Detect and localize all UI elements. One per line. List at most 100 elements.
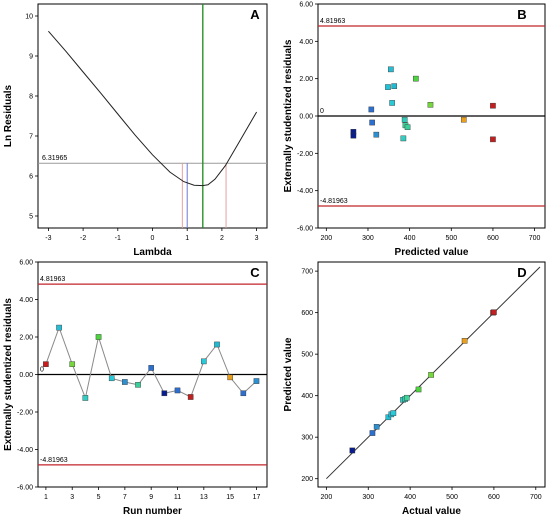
panel-a-ci-threshold-label: 6.31965 (42, 155, 67, 162)
panel-c-data-point (201, 358, 207, 365)
panel-d-data-point (403, 394, 410, 401)
panel-c-y-tick-label: 0.00 (19, 372, 33, 379)
panel-c-data-point (82, 395, 89, 401)
panel-a-x-tick-label: 2 (220, 235, 224, 242)
panel-b-data-point (373, 131, 380, 138)
panel-c-data-point (108, 375, 115, 382)
panel-b-x-tick-label: 200 (320, 235, 332, 242)
panel-c-zero-label: 0 (40, 367, 44, 374)
panel-c-letter: C (250, 265, 260, 280)
panel-c-x-tick-label: 5 (97, 494, 101, 501)
panel-d-x-tick-label: 500 (446, 494, 458, 501)
panel-d-y-tick-label: 700 (301, 269, 313, 276)
panel-c-y-tick-label: -2.00 (17, 410, 33, 417)
panel-c-x-tick-label: 3 (70, 494, 74, 501)
panel-d-y-tick-label: 500 (301, 352, 313, 359)
panel-b-x-tick-label: 600 (487, 235, 499, 242)
panel-b-data-point (388, 66, 394, 73)
panel-c-data-point (161, 390, 168, 397)
panel-c-data-point (122, 379, 128, 385)
panel-b-data-point (350, 132, 357, 139)
panel-b-y-tick-label: 6.00 (299, 2, 313, 9)
panel-a-x-tick-label: -3 (45, 235, 51, 242)
panel-c-x-tick-label: 7 (123, 494, 127, 501)
panel-c-x-tick-label: 13 (200, 494, 208, 501)
panel-c-y-tick-label: 2.00 (19, 335, 33, 342)
panel-c-y-tick-label: 4.00 (19, 297, 33, 304)
panel-a-y-tick-label: 7 (29, 134, 33, 141)
panel-a-y-tick-label: 6 (29, 174, 33, 181)
panel-c-data-point (227, 374, 233, 381)
panel-a-x-tick-label: 1 (185, 235, 189, 242)
panel-c-y-tick-label: -6.00 (17, 485, 33, 492)
panel-b-data-point (401, 116, 408, 123)
panel-b-x-tick-label: 700 (529, 235, 541, 242)
panel-b-x-tick-label: 300 (362, 235, 374, 242)
panel-b-data-point (391, 83, 398, 89)
panel-b-data-point (385, 84, 391, 90)
panel-a-y-tick-label: 10 (25, 14, 33, 21)
panel-d-y-tick-label: 200 (301, 476, 313, 483)
panel-d-y-tick-label: 400 (301, 393, 313, 400)
panel-d-data-point (491, 309, 497, 316)
panel-a-residual-curve (48, 30, 258, 187)
panel-d-x-tick-label: 600 (488, 494, 500, 501)
panel-d-data-point (349, 447, 356, 454)
panel-b-y-tick-label: 0.00 (299, 114, 313, 121)
panel-a-y-tick-label: 5 (29, 214, 33, 221)
panel-c-lower-limit-label: -4.81963 (40, 457, 68, 464)
panel-c-y-tick-label: -4.00 (17, 447, 33, 454)
panel-c-y-axis-label: Externally studentized residuals (3, 298, 14, 451)
panel-d-data-point (428, 372, 434, 378)
panel-d-data-point (373, 424, 380, 430)
panel-c-x-tick-label: 17 (253, 494, 261, 501)
panel-b-zero-label: 0 (320, 108, 324, 115)
panel-b-upper-limit-label: 4.81963 (320, 18, 345, 25)
panel-a-plot-frame (37, 3, 268, 229)
panel-a-y-axis-label: Ln Residuals (3, 84, 14, 147)
panel-a-x-tick-label: 0 (151, 235, 155, 242)
panel-c-y-tick-label: 6.00 (19, 260, 33, 267)
panel-b-data-point (460, 116, 467, 123)
panel-d-data-point (369, 430, 376, 436)
panel-c-data-point (240, 390, 247, 397)
panel-c-x-axis-label: Run number (123, 506, 182, 517)
panel-c-data-point (253, 378, 260, 384)
panel-a-x-axis-label: Lambda (133, 247, 172, 258)
panel-b-y-tick-label: 4.00 (299, 39, 313, 46)
panel-c-data-point (174, 387, 181, 394)
panel-c-data-point (69, 361, 76, 367)
panel-c-x-tick-label: 11 (174, 494, 181, 501)
panel-a-x-tick-label: -1 (115, 235, 121, 242)
panel-c-data-point (214, 341, 220, 348)
panel-b-y-tick-label: 2.00 (299, 76, 313, 83)
panel-c-x-tick-label: 9 (149, 494, 153, 501)
panel-c-data-point (187, 394, 194, 400)
panel-d-data-point (415, 386, 422, 393)
panel-b-letter: B (517, 7, 526, 22)
panel-a-y-tick-label: 9 (29, 54, 33, 61)
panel-d-x-tick-label: 300 (362, 494, 374, 501)
panel-a-x-tick-label: 3 (255, 235, 259, 242)
panel-c-data-point (148, 365, 154, 371)
panel-d-data-point (461, 338, 468, 344)
panel-b-x-axis-label: Predicted value (395, 247, 469, 258)
panel-a-x-tick-label: -2 (80, 235, 86, 242)
panel-b-data-point (404, 124, 411, 130)
panel-c-data-point (135, 382, 141, 388)
panel-d-data-point (385, 414, 392, 421)
panel-b-y-tick-label: -4.00 (297, 188, 313, 195)
panel-d-letter: D (517, 265, 526, 280)
panel-b-data-point (490, 136, 496, 143)
panel-c-x-tick-label: 15 (226, 494, 234, 501)
panel-d-y-tick-label: 300 (301, 435, 313, 442)
panel-b-data-point (427, 101, 434, 108)
panel-b-x-tick-label: 400 (404, 235, 416, 242)
panel-b-x-tick-label: 500 (445, 235, 457, 242)
panel-b-data-point (389, 100, 395, 106)
panel-d-x-tick-label: 700 (530, 494, 542, 501)
panel-b-data-point (369, 119, 375, 126)
panel-c-x-tick-label: 1 (44, 494, 48, 501)
panel-b-y-tick-label: -2.00 (297, 151, 313, 158)
